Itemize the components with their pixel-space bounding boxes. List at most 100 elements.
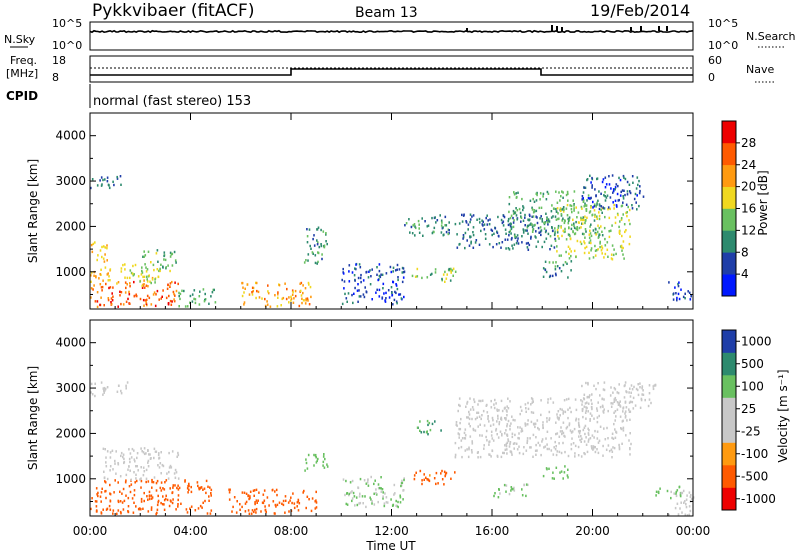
colorbar-swatch [722, 330, 736, 353]
scatter-cell [458, 433, 461, 436]
scatter-cell [305, 461, 308, 465]
scatter-cell [177, 451, 179, 455]
scatter-cell [593, 417, 595, 420]
scatter-cell [109, 483, 111, 487]
scatter-cell [611, 432, 614, 435]
scatter-cell [478, 217, 481, 221]
scatter-cell [595, 228, 597, 231]
scatter-cell [520, 216, 523, 219]
scatter-cell [428, 421, 431, 425]
scatter-cell [358, 263, 361, 266]
scatter-cell [458, 403, 460, 407]
scatter-cell [448, 229, 450, 232]
scatter-cell [532, 197, 534, 201]
scatter-cell [390, 270, 393, 274]
scatter-cell [90, 296, 92, 299]
scatter-cell [537, 426, 539, 430]
scatter-cell [542, 267, 545, 270]
scatter-cell [564, 261, 567, 264]
scatter-cell [150, 494, 153, 497]
scatter-cell [133, 273, 135, 276]
scatter-cell [548, 418, 550, 422]
scatter-cell [582, 428, 585, 432]
scatter-cell [560, 254, 562, 257]
scatter-cell [129, 490, 132, 494]
scatter-cell [360, 280, 362, 284]
scatter-cell [186, 511, 189, 514]
scatter-cell [639, 185, 641, 188]
scatter-cell [90, 391, 92, 394]
scatter-cell [169, 487, 171, 490]
scatter-cell [395, 284, 398, 287]
scatter-cell [581, 232, 584, 236]
scatter-cell [299, 282, 301, 285]
scatter-cell [105, 496, 107, 500]
scatter-cell [431, 231, 434, 235]
scatter-cell [590, 206, 592, 209]
scatter-cell [148, 497, 151, 501]
scatter-cell [90, 274, 92, 277]
scatter-cell [122, 487, 125, 491]
scatter-cell [125, 479, 127, 482]
scatter-cell [594, 244, 596, 248]
scatter-cell [607, 255, 609, 258]
scatter-cell [565, 398, 568, 401]
scatter-cell [509, 400, 511, 403]
scatter-cell [567, 199, 569, 202]
scatter-cell [465, 405, 467, 408]
scatter-cell [623, 176, 625, 179]
scatter-cell [258, 491, 260, 494]
scatter-cell [102, 508, 104, 511]
scatter-cell [510, 486, 513, 489]
scatter-cell [572, 199, 574, 202]
scatter-cell [642, 195, 645, 198]
scatter-cell [632, 181, 634, 184]
scatter-cell [589, 174, 591, 177]
scatter-cell [576, 226, 578, 229]
scatter-cell [99, 273, 101, 276]
scatter-cell [676, 489, 679, 492]
scatter-cell [471, 442, 474, 445]
scatter-cell [171, 264, 174, 267]
scatter-cell [395, 499, 397, 503]
scatter-cell [594, 254, 597, 257]
scatter-cell [440, 429, 442, 432]
nsky-spike [556, 26, 558, 31]
scatter-cell [169, 251, 172, 254]
scatter-cell [570, 250, 572, 253]
scatter-cell [369, 283, 372, 286]
scatter-cell [508, 210, 510, 214]
scatter-cell [615, 415, 617, 418]
scatter-cell [458, 436, 460, 439]
scatter-cell [599, 242, 601, 245]
scatter-cell [159, 486, 162, 490]
scatter-cell [545, 270, 548, 274]
scatter-cell [166, 498, 169, 502]
scatter-cell [198, 303, 201, 306]
scatter-cell [150, 506, 153, 509]
scatter-cell [476, 416, 478, 419]
scatter-cell [127, 468, 129, 471]
scatter-cell [518, 432, 520, 435]
scatter-cell [532, 215, 535, 218]
scatter-cell [511, 432, 514, 435]
scatter-cell [129, 460, 131, 464]
scatter-cell [575, 408, 578, 412]
scatter-cell [316, 239, 318, 242]
scatter-cell [464, 231, 467, 235]
scatter-cell [187, 484, 189, 488]
y-tick-label: 4000 [55, 336, 86, 350]
scatter-cell [544, 221, 546, 224]
scatter-cell [429, 273, 432, 276]
scatter-cell [286, 287, 288, 291]
scatter-cell [146, 495, 148, 498]
scatter-cell [616, 408, 619, 411]
scatter-cell [594, 450, 597, 454]
scatter-cell [628, 439, 630, 442]
scatter-cell [638, 191, 641, 195]
colorbar-swatch [722, 121, 736, 144]
scatter-cell [102, 178, 104, 182]
scatter-cell [326, 463, 328, 466]
scatter-cell [454, 441, 457, 445]
